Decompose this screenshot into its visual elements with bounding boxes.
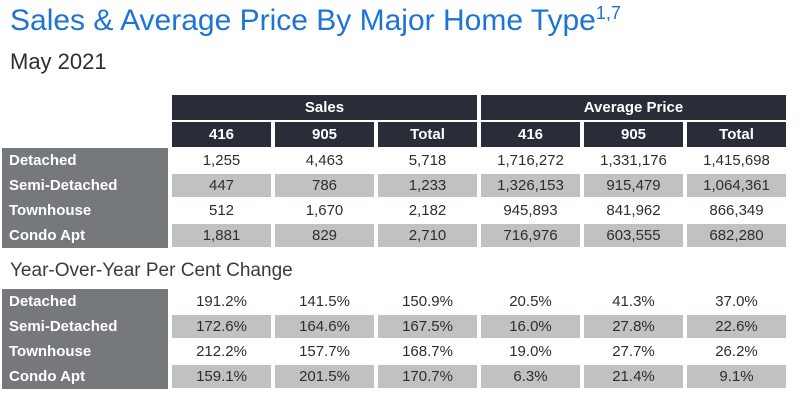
value-cell: 16.0% bbox=[481, 315, 580, 338]
value-cell: 2,182 bbox=[378, 199, 477, 222]
value-cell: 19.0% bbox=[481, 340, 580, 363]
column-group-header: Average Price bbox=[481, 95, 786, 120]
value-cell: 4,463 bbox=[275, 149, 374, 172]
table-row: Detached 191.2% 141.5% 150.9% 20.5% 41.3% 37.0… bbox=[2, 289, 786, 314]
value-cell: 945,893 bbox=[481, 199, 580, 222]
value-cell: 866,349 bbox=[687, 199, 786, 222]
value-cell: 2,710 bbox=[378, 224, 477, 247]
row-label: Condo Apt bbox=[2, 223, 168, 248]
column-header: 416 bbox=[172, 122, 271, 147]
value-cell: 164.6% bbox=[275, 315, 374, 338]
value-cell: 1,326,153 bbox=[481, 174, 580, 197]
row-label: Detached bbox=[2, 148, 168, 173]
table-row: Semi-Detached 447 786 1,233 1,326,153 915,479… bbox=[2, 173, 786, 198]
row-label: Townhouse bbox=[2, 339, 168, 364]
value-cell: 829 bbox=[275, 224, 374, 247]
value-cell: 1,331,176 bbox=[584, 149, 683, 172]
value-cell: 5,718 bbox=[378, 149, 477, 172]
value-cell: 841,962 bbox=[584, 199, 683, 222]
row-label: Semi-Detached bbox=[2, 314, 168, 339]
column-header: Total bbox=[378, 122, 477, 147]
value-cell: 1,716,272 bbox=[481, 149, 580, 172]
column-header: 905 bbox=[275, 122, 374, 147]
value-cell: 212.2% bbox=[172, 340, 271, 363]
table-row: Townhouse 212.2% 157.7% 168.7% 19.0% 27.7% 26.… bbox=[2, 339, 786, 364]
column-header: 416 bbox=[481, 122, 580, 147]
value-cell: 22.6% bbox=[687, 315, 786, 338]
page-title-footnote-superscript: 1,7 bbox=[595, 3, 621, 23]
page-title-text: Sales & Average Price By Major Home Type bbox=[10, 4, 596, 37]
value-cell: 191.2% bbox=[172, 290, 271, 313]
table-row: Condo Apt 1,881 829 2,710 716,976 603,555 682,… bbox=[2, 223, 786, 248]
column-group-header: Sales bbox=[172, 95, 477, 120]
column-group-header-row: Sales Average Price bbox=[2, 95, 786, 120]
header-spacer bbox=[2, 95, 168, 120]
value-cell: 915,479 bbox=[584, 174, 683, 197]
report-month-subtitle: May 2021 bbox=[10, 49, 107, 74]
row-label: Condo Apt bbox=[2, 364, 168, 389]
value-cell: 141.5% bbox=[275, 290, 374, 313]
table-row: Semi-Detached 172.6% 164.6% 167.5% 16.0% 27.8… bbox=[2, 314, 786, 339]
value-cell: 41.3% bbox=[584, 290, 683, 313]
value-cell: 1,233 bbox=[378, 174, 477, 197]
value-cell: 201.5% bbox=[275, 365, 374, 388]
value-cell: 159.1% bbox=[172, 365, 271, 388]
value-cell: 172.6% bbox=[172, 315, 271, 338]
table-row: Detached 1,255 4,463 5,718 1,716,272 1,331,17… bbox=[2, 148, 786, 173]
value-cell: 168.7% bbox=[378, 340, 477, 363]
sales-average-price-table: Sales Average Price 416 905 Total 416 905 Total… bbox=[2, 95, 786, 248]
value-cell: 6.3% bbox=[481, 365, 580, 388]
column-header-row: 416 905 Total 416 905 Total bbox=[2, 122, 786, 147]
value-cell: 1,415,698 bbox=[687, 149, 786, 172]
value-cell: 9.1% bbox=[687, 365, 786, 388]
value-cell: 512 bbox=[172, 199, 271, 222]
table-row: Condo Apt 159.1% 201.5% 170.7% 6.3% 21.4% 9.1% bbox=[2, 364, 786, 389]
column-header: 905 bbox=[584, 122, 683, 147]
value-cell: 157.7% bbox=[275, 340, 374, 363]
value-cell: 1,255 bbox=[172, 149, 271, 172]
yoy-section-heading: Year-Over-Year Per Cent Change bbox=[10, 260, 293, 281]
row-label: Townhouse bbox=[2, 198, 168, 223]
value-cell: 27.7% bbox=[584, 340, 683, 363]
value-cell: 26.2% bbox=[687, 340, 786, 363]
value-cell: 21.4% bbox=[584, 365, 683, 388]
value-cell: 150.9% bbox=[378, 290, 477, 313]
value-cell: 603,555 bbox=[584, 224, 683, 247]
page-title: Sales & Average Price By Major Home Type… bbox=[10, 2, 621, 40]
value-cell: 1,064,361 bbox=[687, 174, 786, 197]
value-cell: 170.7% bbox=[378, 365, 477, 388]
row-label: Semi-Detached bbox=[2, 173, 168, 198]
table-row: Townhouse 512 1,670 2,182 945,893 841,962 866,… bbox=[2, 198, 786, 223]
value-cell: 786 bbox=[275, 174, 374, 197]
value-cell: 716,976 bbox=[481, 224, 580, 247]
column-header: Total bbox=[687, 122, 786, 147]
value-cell: 682,280 bbox=[687, 224, 786, 247]
value-cell: 167.5% bbox=[378, 315, 477, 338]
value-cell: 20.5% bbox=[481, 290, 580, 313]
row-label: Detached bbox=[2, 289, 168, 314]
value-cell: 1,670 bbox=[275, 199, 374, 222]
value-cell: 37.0% bbox=[687, 290, 786, 313]
value-cell: 447 bbox=[172, 174, 271, 197]
header-spacer bbox=[2, 122, 168, 147]
value-cell: 1,881 bbox=[172, 224, 271, 247]
yoy-percent-change-table: Detached 191.2% 141.5% 150.9% 20.5% 41.3% 37.0… bbox=[2, 289, 786, 389]
value-cell: 27.8% bbox=[584, 315, 683, 338]
